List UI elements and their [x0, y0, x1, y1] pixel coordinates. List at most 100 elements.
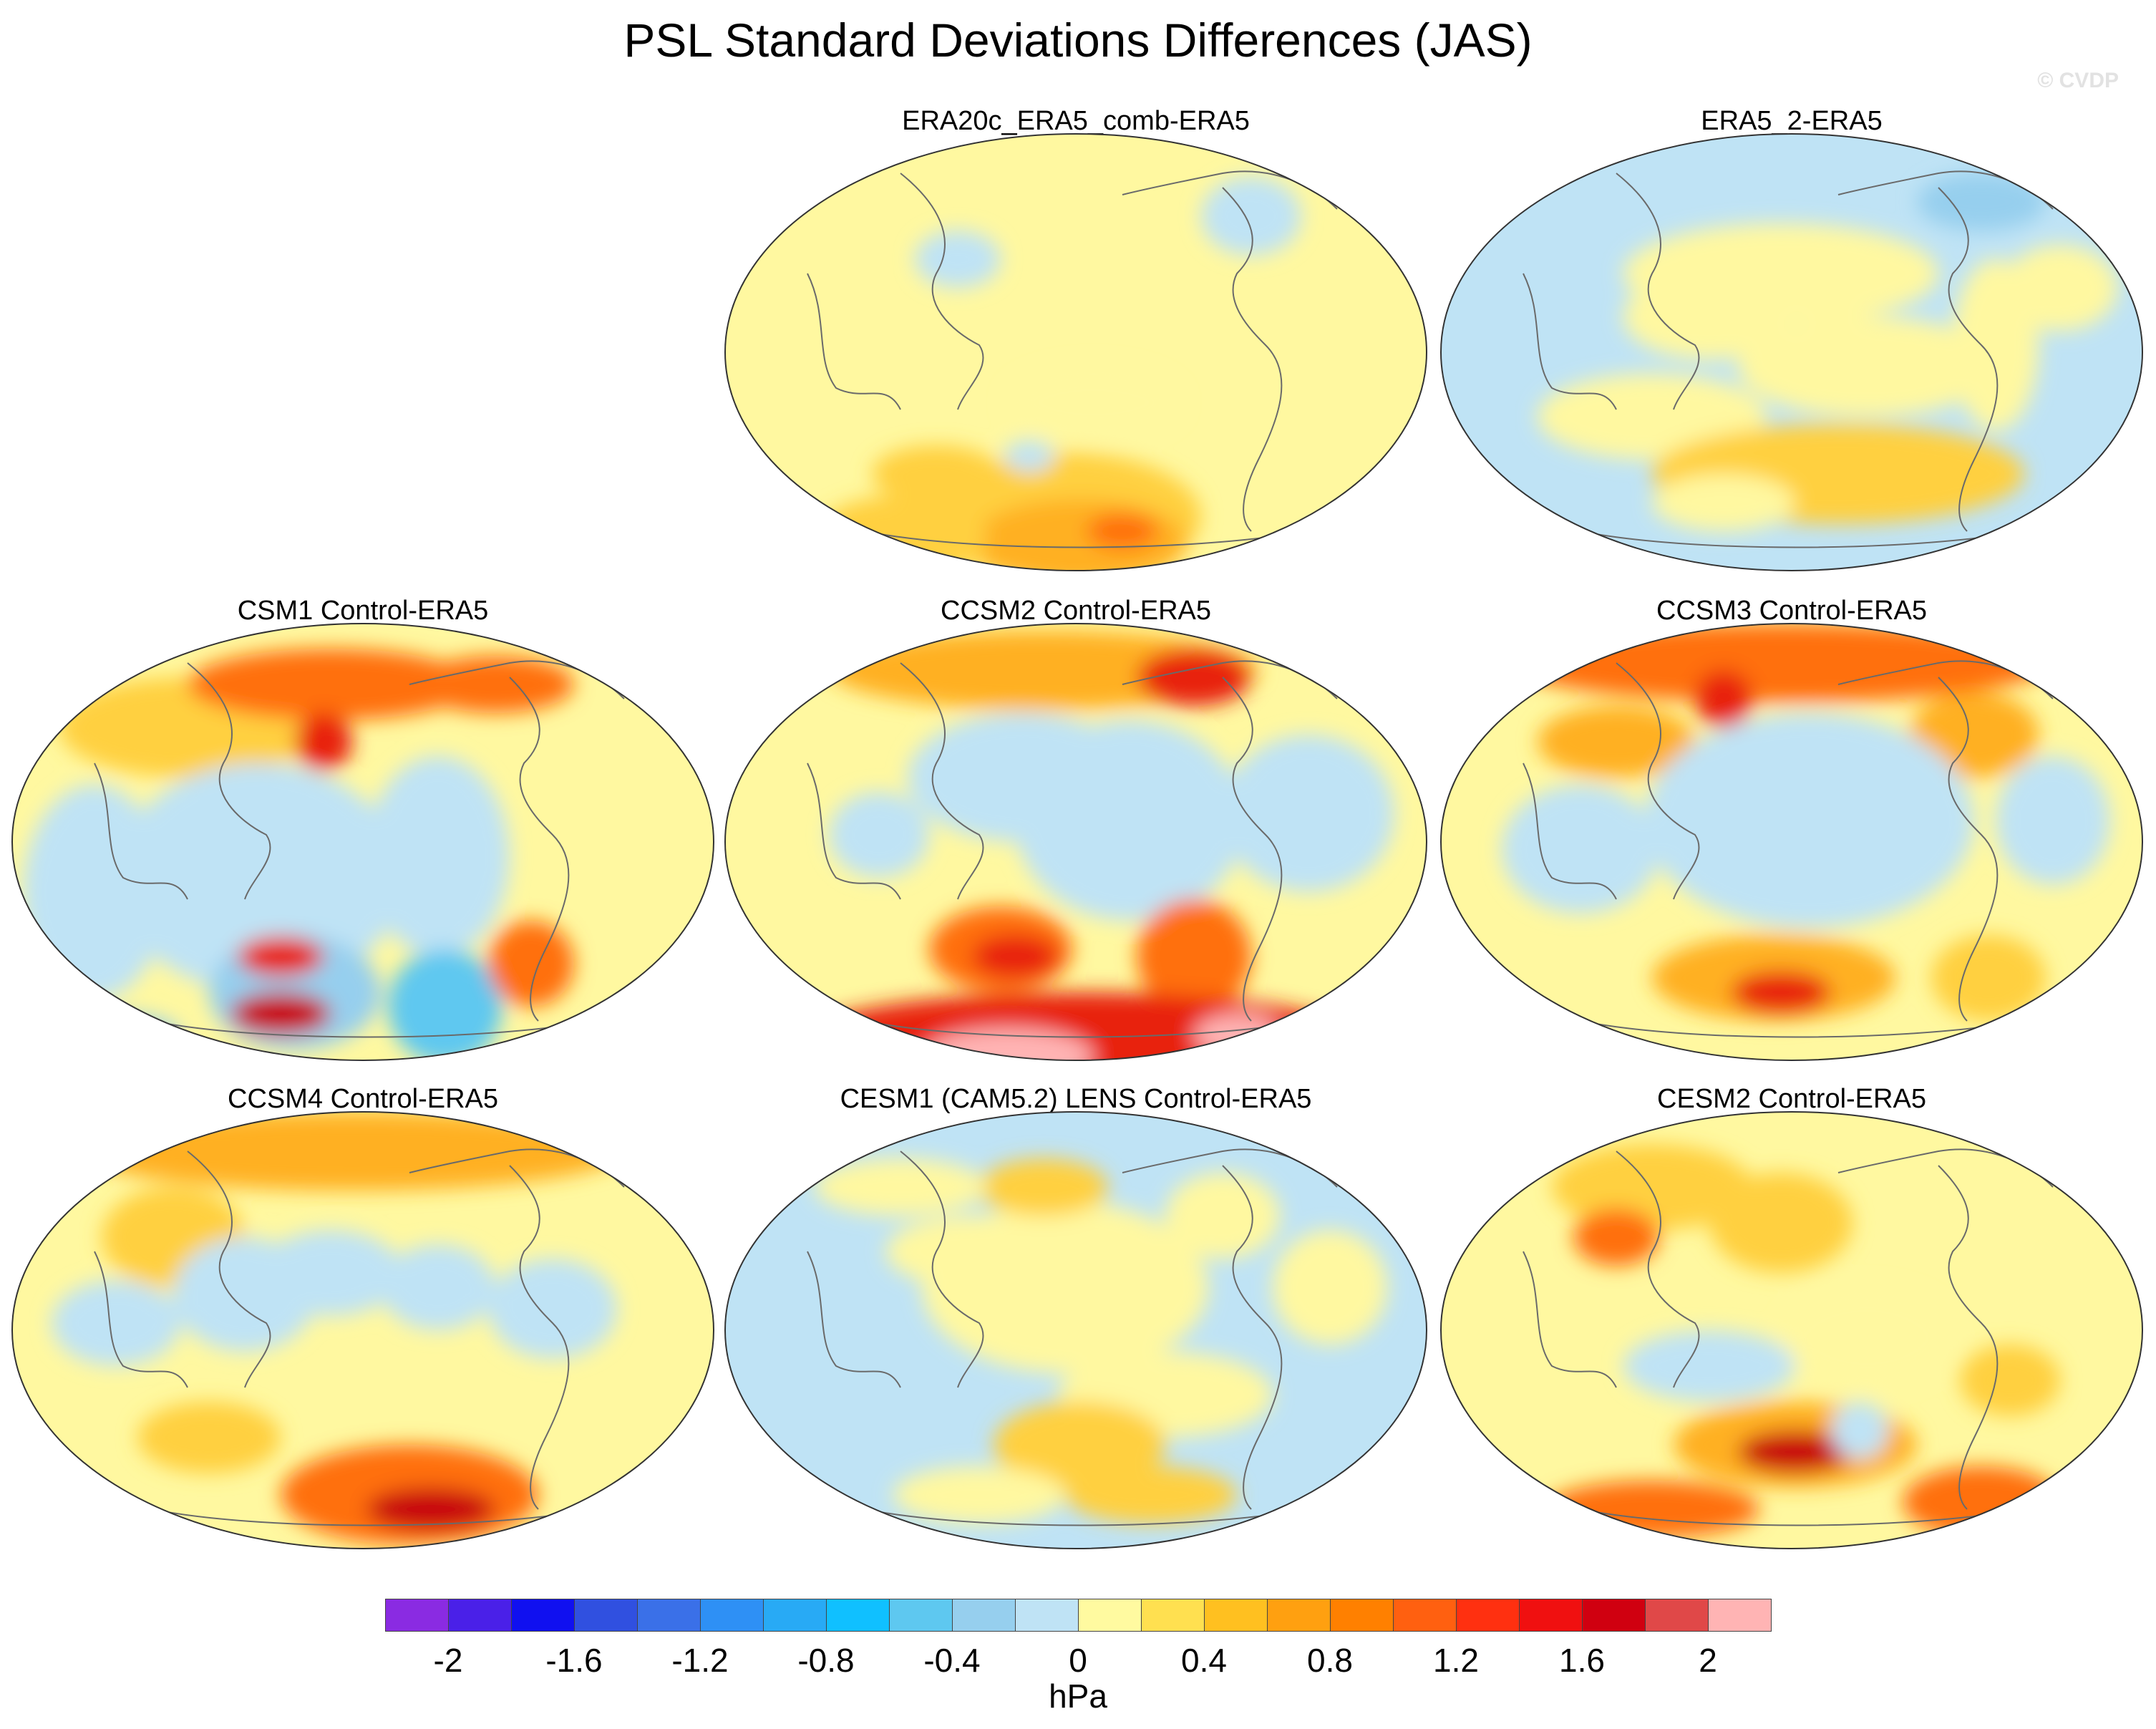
contour-region [1273, 1230, 1387, 1345]
map-border [1440, 1111, 2143, 1549]
coastline [94, 762, 188, 900]
contour-region [230, 992, 331, 1035]
colorbar-tick-label: -1.2 [671, 1642, 729, 1679]
panel-title: CESM1 (CAM5.2) LENS Control-ERA5 [840, 1084, 1312, 1114]
coastline [1523, 762, 1617, 900]
map-border [1440, 623, 2143, 1061]
colorbar-tick-label: 1.2 [1433, 1642, 1479, 1679]
panel-title: ERA5_2-ERA5 [1701, 106, 1883, 136]
coastline [509, 1165, 570, 1510]
contour-region [1695, 670, 1752, 727]
coastline [807, 1251, 901, 1388]
contour-region [238, 936, 324, 977]
contour-region [1087, 513, 1158, 549]
colorbar-box [637, 1599, 701, 1632]
coastline [807, 273, 901, 410]
contour-region [388, 949, 502, 1060]
coastline [1580, 1020, 2025, 1038]
colorbar-tick-label: -0.8 [797, 1642, 855, 1679]
contour-region [1165, 1173, 1280, 1259]
colorbar-box [763, 1599, 827, 1632]
coastline [900, 1151, 984, 1388]
colorbar-tick-label: -0.4 [923, 1642, 981, 1679]
colorbar-tick-label: 0.4 [1181, 1642, 1227, 1679]
contour-region [829, 792, 929, 878]
contour-region [1623, 273, 1795, 359]
map-border [11, 1111, 714, 1549]
contour-region [1738, 316, 1996, 417]
contour-region [295, 713, 352, 770]
contour-region [1731, 971, 1831, 1014]
contour-region [1652, 474, 1795, 531]
coastline [187, 662, 271, 900]
map-border [1440, 133, 2143, 571]
coastline [94, 1251, 188, 1388]
map-panel-7: CESM1 (CAM5.2) LENS Control-ERA5 [722, 1084, 1430, 1585]
contour-region [116, 763, 402, 992]
contour-region [1004, 440, 1054, 472]
colorbar-tick-label: -1.6 [545, 1642, 603, 1679]
contour-region [1137, 899, 1251, 1014]
colorbar-box [889, 1599, 953, 1632]
colorbar-box [700, 1599, 764, 1632]
coastline [1580, 1508, 2025, 1526]
contour-region [1709, 1173, 1852, 1273]
map-panel-4: CCSM2 Control-ERA5 [722, 596, 1430, 1097]
map-panel-2: ERA5_2-ERA5 [1437, 106, 2146, 607]
contour-region [815, 1158, 986, 1216]
coastline [1616, 1151, 1700, 1388]
coastline [151, 1508, 596, 1526]
world-map [1437, 1108, 2146, 1552]
contour-region [1931, 935, 2046, 1021]
contour-region [1917, 173, 2046, 231]
colorbar-units: hPa [1049, 1677, 1107, 1715]
coastline [151, 1020, 596, 1038]
coastline [1616, 173, 1700, 410]
map-panel-8: CESM2 Control-ERA5 [1437, 1084, 2146, 1585]
contour-region [1960, 1345, 2060, 1416]
contour-region [52, 1280, 180, 1366]
coastline [900, 173, 984, 410]
colorbar-box [1519, 1599, 1583, 1632]
coastline [509, 677, 570, 1022]
colorbar-box [1645, 1599, 1709, 1632]
contour-region [173, 1237, 316, 1352]
map-panel-3: CSM1 Control-ERA5 [9, 596, 717, 1097]
map-border [11, 623, 714, 1061]
panel-title: CCSM2 Control-ERA5 [941, 596, 1211, 626]
colorbar-box [385, 1599, 449, 1632]
panel-title: CSM1 Control-ERA5 [237, 596, 489, 626]
colorbar-box [1015, 1599, 1079, 1632]
coastline [864, 1020, 1309, 1038]
panel-title: ERA20c_ERA5_comb-ERA5 [902, 106, 1250, 136]
contour-region [1645, 713, 1974, 928]
colorbar-box [826, 1599, 890, 1632]
contour-region [1065, 1466, 1237, 1524]
contour-region [23, 785, 166, 999]
contour-region [1781, 1287, 1953, 1387]
map-border [724, 133, 1427, 571]
contour-region [366, 1488, 495, 1531]
contour-region [893, 1466, 1065, 1524]
panel-title: CCSM4 Control-ERA5 [228, 1084, 498, 1114]
coastline [1938, 677, 1999, 1022]
map-border [724, 623, 1427, 1061]
world-map [9, 620, 717, 1064]
contour-region [1538, 706, 1695, 778]
contour-region [886, 1216, 1058, 1287]
map-border [724, 1111, 1427, 1549]
coastline [864, 531, 1309, 548]
coastline [1938, 187, 1999, 532]
contour-region [994, 1402, 1165, 1488]
coastline [900, 662, 984, 900]
coastline [187, 1151, 271, 1388]
colorbar-tick-label: 0.8 [1307, 1642, 1353, 1679]
world-map [1437, 620, 2146, 1064]
coastline [1523, 1251, 1617, 1388]
panel-title: CESM2 Control-ERA5 [1657, 1084, 1926, 1114]
contour-region [979, 1158, 1108, 1216]
figure-title: PSL Standard Deviations Differences (JAS… [623, 14, 1533, 67]
colorbar-box [1204, 1599, 1268, 1632]
contour-region [915, 231, 1001, 288]
contour-region [1502, 785, 1659, 914]
